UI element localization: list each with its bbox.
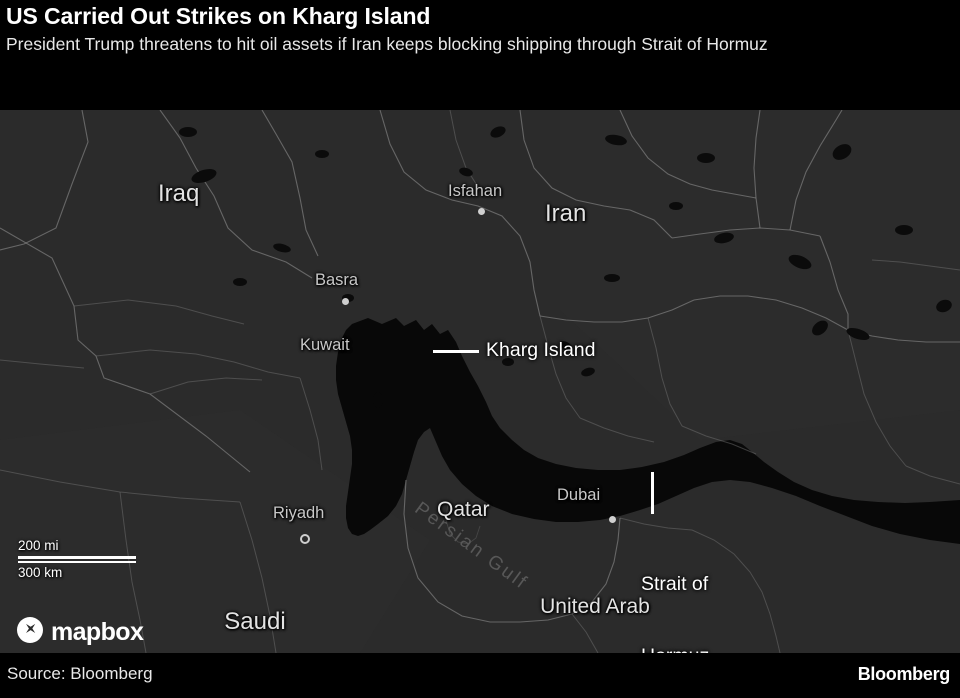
city-dot-basra [342,298,349,305]
scale-line-miles [18,556,136,559]
city-dot-dubai [609,516,616,523]
annotation-kharg-island: Kharg Island [486,339,596,361]
scale-line-kilometers [18,560,136,563]
annotation-strait-line2: Hormuz [641,644,709,653]
scale-label-miles: 200 mi [18,538,59,553]
page-title: US Carried Out Strikes on Kharg Island [6,3,431,29]
capital-dot-riyadh [300,534,310,544]
map-scale-bar: 200 mi 300 km [18,538,136,581]
leader-line-kharg-island [433,350,479,353]
mapbox-icon [16,616,44,649]
source-attribution: Source: Bloomberg [7,664,153,683]
annotation-strait-of-hormuz: Strait of Hormuz [641,524,709,653]
leader-line-strait-of-hormuz [651,472,654,514]
chart-footer: Source: Bloomberg Bloomberg [0,653,960,698]
mapbox-attribution[interactable]: mapbox [16,616,144,649]
map-geometry: .land { fill:#2b2b2b; } .land2 { fill:#2… [0,110,960,653]
page-subtitle: President Trump threatens to hit oil ass… [6,34,768,54]
chart-header: US Carried Out Strikes on Kharg Island P… [0,0,960,110]
scale-label-kilometers: 300 km [18,565,63,580]
mapbox-wordmark: mapbox [51,618,144,646]
city-dot-isfahan [478,208,485,215]
annotation-strait-line1: Strait of [641,573,709,595]
map-canvas[interactable]: .land { fill:#2b2b2b; } .land2 { fill:#2… [0,110,960,653]
bloomberg-brand: Bloomberg [857,664,951,684]
